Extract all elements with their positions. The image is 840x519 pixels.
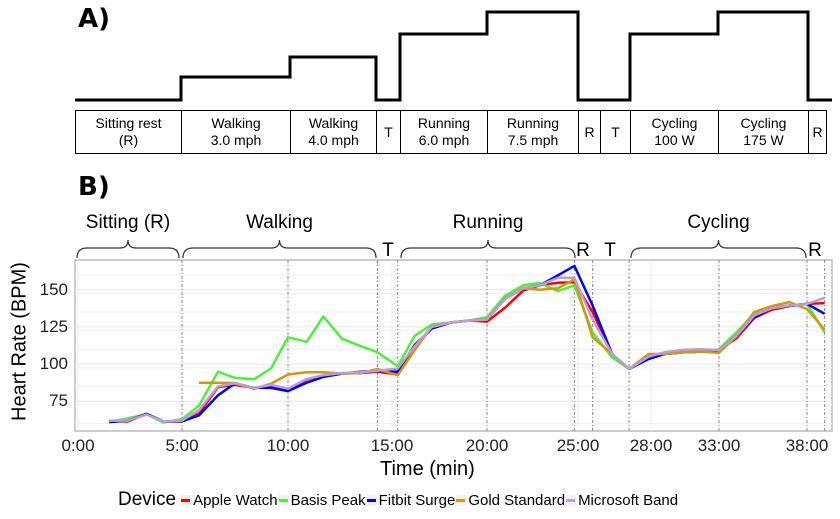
y-axis-label: Heart Rate (BPM) xyxy=(8,262,31,421)
x-tick-label: 15:00 xyxy=(370,436,414,455)
stage-label: Running xyxy=(506,115,560,131)
x-tick-label: 0:00 xyxy=(61,436,95,455)
stage-label: Walking xyxy=(308,115,359,131)
stage-cell: Running 7.5 mph xyxy=(487,110,579,154)
legend-label: Microsoft Band xyxy=(578,491,679,509)
stage-label: Walking xyxy=(211,115,261,131)
phase-label: Cycling xyxy=(687,212,750,233)
legend-label: Apple Watch xyxy=(193,491,278,509)
phase-label: Running xyxy=(452,212,524,233)
x-tick-label: 33:00 xyxy=(697,436,741,455)
legend-key xyxy=(365,494,377,506)
legend-title: Device xyxy=(118,489,177,510)
legend-key xyxy=(455,494,467,506)
stage-label: 175 W xyxy=(743,132,784,148)
stage-label: 4.0 mph xyxy=(308,132,359,148)
stage-label: Cycling xyxy=(740,115,787,131)
stage-label: T xyxy=(611,123,620,140)
series-line-microsoft-band xyxy=(109,276,826,423)
y-tick-label: 75 xyxy=(49,391,68,411)
legend-label: Gold Standard xyxy=(468,491,566,509)
x-tick-label: 5:00 xyxy=(165,436,199,455)
stage-label: 6.0 mph xyxy=(418,132,470,148)
phase-label: T xyxy=(604,240,616,261)
stage-cell: Cycling 100 W xyxy=(630,110,719,154)
intensity-step-diagram xyxy=(75,10,832,102)
x-tick-label: 38:00 xyxy=(785,436,829,455)
x-axis-label: Time (min) xyxy=(380,458,475,480)
x-tick-label: 10:00 xyxy=(266,436,310,455)
stage-label: (R) xyxy=(118,132,139,148)
y-tick-label: 125 xyxy=(39,316,68,336)
x-tick-label: 25:00 xyxy=(556,436,600,455)
stage-label: Running xyxy=(417,115,471,131)
legend-label: Fitbit Surge xyxy=(378,491,456,509)
legend-key xyxy=(565,494,577,506)
stage-cell: Walking 3.0 mph xyxy=(181,110,291,154)
stage-label: T xyxy=(384,123,393,140)
stage-label: R xyxy=(812,123,823,140)
stage-label: 3.0 mph xyxy=(210,132,262,148)
panel-b-label: B) xyxy=(78,172,110,202)
x-tick-label: 28:00 xyxy=(629,436,673,455)
x-tick-label: 20:00 xyxy=(465,436,509,455)
y-tick-label: 150 xyxy=(39,279,68,299)
panel-a-label: A) xyxy=(78,4,111,34)
legend: Device Apple Watch Basis Peak Fitbit Surge… xyxy=(118,489,678,511)
phase-brace xyxy=(400,239,576,259)
stage-label: Cycling xyxy=(651,115,698,131)
legend-label: Basis Peak xyxy=(290,491,366,509)
phase-label: R xyxy=(576,240,590,261)
phase-brace xyxy=(182,239,377,259)
legend-key xyxy=(277,494,289,506)
intensity-step-line xyxy=(75,10,832,102)
stage-label: 7.5 mph xyxy=(507,132,559,148)
legend-key xyxy=(180,494,192,506)
stage-cell: R xyxy=(808,110,827,154)
phase-brace xyxy=(630,239,807,259)
stage-label: Sitting rest xyxy=(95,115,162,131)
phase-label: Sitting (R) xyxy=(85,212,171,233)
stage-cell: Cycling 175 W xyxy=(718,110,809,154)
stage-label: R xyxy=(584,123,595,140)
phase-label: R xyxy=(808,240,822,261)
phase-brace xyxy=(76,239,180,259)
phase-label: Walking xyxy=(246,212,313,233)
stage-label: 100 W xyxy=(654,132,695,148)
y-tick-label: 100 xyxy=(39,354,68,374)
phase-label: T xyxy=(382,240,394,261)
